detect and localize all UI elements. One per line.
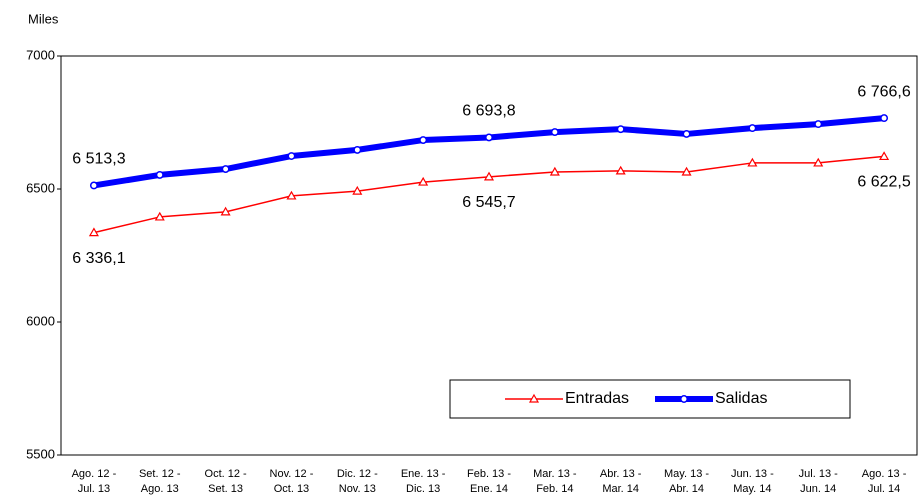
point <box>616 125 625 134</box>
legend-label: Salidas <box>715 390 767 407</box>
point <box>220 206 231 216</box>
x-tick-label: Abr. 14 <box>669 483 704 495</box>
x-tick-label: Jul. 13 <box>78 483 110 495</box>
legend-marker <box>680 395 688 403</box>
legend-marker <box>528 393 540 403</box>
point <box>813 157 824 167</box>
point <box>155 170 164 179</box>
point <box>286 190 297 200</box>
x-tick-label: Jul. 13 - <box>799 468 838 480</box>
point <box>681 166 692 176</box>
x-tick-label: Mar. 14 <box>602 483 639 495</box>
x-tick-label: Oct. 13 <box>274 483 309 495</box>
y-tick-label: 6500 <box>26 180 55 195</box>
point <box>221 165 230 174</box>
data-label: 6 545,7 <box>462 194 515 211</box>
x-tick-label: Dic. 12 - <box>337 468 378 480</box>
data-label: 6 693,8 <box>462 103 515 120</box>
point <box>154 211 165 221</box>
legend-label: Entradas <box>565 390 629 407</box>
x-tick-label: Ene. 13 - <box>401 468 446 480</box>
y-tick-label: 5500 <box>26 446 55 461</box>
y-tick-label: 7000 <box>26 47 55 62</box>
x-tick-label: May. 14 <box>733 483 771 495</box>
x-tick-label: Nov. 12 - <box>270 468 314 480</box>
x-tick-label: Oct. 12 - <box>205 468 248 480</box>
point <box>550 128 559 137</box>
point <box>880 114 889 123</box>
x-tick-label: May. 13 - <box>664 468 709 480</box>
point <box>89 181 98 190</box>
x-tick-label: Ago. 13 - <box>862 468 907 480</box>
x-tick-label: Dic. 13 <box>406 483 440 495</box>
point <box>814 120 823 129</box>
data-label: 6 336,1 <box>72 250 125 267</box>
y-axis-label: Miles <box>28 11 59 26</box>
point <box>748 124 757 133</box>
point <box>483 171 495 181</box>
y-tick-label: 6000 <box>26 313 55 328</box>
x-tick-label: Ago. 13 <box>141 483 179 495</box>
data-label: 6 622,5 <box>857 174 910 191</box>
point <box>485 133 493 142</box>
x-tick-label: Mar. 13 - <box>533 468 577 480</box>
point <box>88 227 99 237</box>
x-tick-label: Jun. 13 - <box>731 468 774 480</box>
point <box>747 157 758 167</box>
x-tick-label: Feb. 13 - <box>467 468 511 480</box>
data-label: 6 513,3 <box>72 151 125 168</box>
point <box>682 129 691 138</box>
plot-area <box>60 55 918 456</box>
x-tick-label: Abr. 13 - <box>600 468 642 480</box>
point <box>287 152 296 160</box>
x-tick-label: Feb. 14 <box>536 483 573 495</box>
x-tick-label: Ago. 12 - <box>72 468 117 480</box>
x-tick-label: Set. 13 <box>208 483 243 495</box>
data-label: 6 766,6 <box>857 83 910 100</box>
x-tick-label: Ene. 14 <box>470 483 508 495</box>
point <box>352 185 363 195</box>
x-tick-label: Jun. 14 <box>800 483 836 495</box>
point <box>353 145 362 154</box>
point <box>418 176 429 186</box>
point <box>419 136 428 145</box>
x-tick-label: Nov. 13 <box>339 483 376 495</box>
x-tick-label: Set. 12 - <box>139 468 181 480</box>
point <box>615 165 626 175</box>
x-tick-label: Jul. 14 <box>868 483 900 495</box>
point <box>549 166 560 176</box>
point <box>879 151 890 161</box>
